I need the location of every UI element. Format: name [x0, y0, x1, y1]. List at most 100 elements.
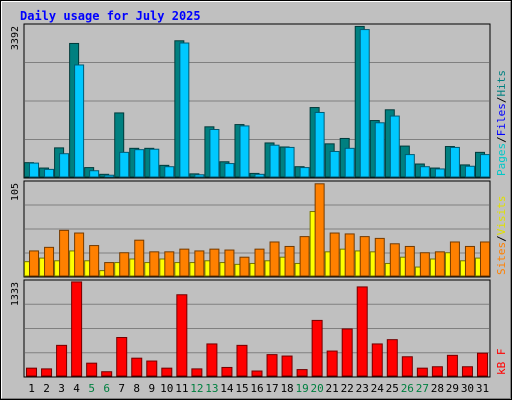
x-tick-label-day-21: 21	[326, 382, 339, 395]
bar-kb-f-day-30	[461, 366, 473, 377]
legend-label-slash: /	[495, 97, 508, 104]
y-axis-labels: 3392 105 1333	[10, 26, 21, 306]
panels-background	[23, 23, 491, 378]
x-tick-label-day-25: 25	[386, 382, 399, 395]
y-max-label-hits-files-pages: 3392	[10, 26, 21, 50]
bar-files-day-5	[89, 170, 100, 178]
bar-sites-day-5	[89, 245, 100, 277]
y-max-label-kbf: 1333	[10, 282, 21, 306]
legend-label-visits: Visits	[495, 196, 508, 236]
bar-sites-day-21	[329, 232, 340, 277]
bar-kb-f-day-1	[26, 367, 38, 377]
bar-sites-day-30	[464, 245, 475, 277]
bar-sites-day-14	[224, 249, 235, 277]
bar-files-day-28	[434, 168, 445, 178]
bar-files-day-8	[134, 149, 145, 178]
x-tick-label-day-16: 16	[250, 382, 263, 395]
bar-files-day-3	[59, 153, 70, 178]
x-tick-label-day-14: 14	[220, 382, 234, 395]
bar-kb-f-day-3	[56, 344, 68, 377]
bar-sites-day-11	[179, 248, 190, 277]
bar-sites-day-12	[194, 250, 205, 277]
x-tick-label-day-15: 15	[235, 382, 248, 395]
x-tick-label-day-8: 8	[133, 382, 140, 395]
bar-sites-day-20	[314, 183, 325, 277]
bar-sites-day-10	[164, 251, 175, 277]
x-tick-label-day-12: 12	[190, 382, 203, 395]
bar-files-day-6	[104, 174, 115, 178]
x-tick-label-day-17: 17	[265, 382, 278, 395]
bar-files-day-16	[254, 173, 265, 178]
side-legend-visits-sites: Sites/Visits	[495, 196, 508, 276]
bar-kb-f-day-17	[266, 354, 278, 377]
bar-sites-day-7	[119, 252, 130, 277]
bar-files-day-18	[284, 146, 295, 178]
bar-kb-f-day-9	[146, 360, 158, 377]
x-tick-label-day-3: 3	[58, 382, 65, 395]
x-tick-label-day-28: 28	[431, 382, 444, 395]
x-tick-label-day-22: 22	[341, 382, 354, 395]
bar-kb-f-day-27	[416, 367, 428, 377]
bar-sites-day-24	[374, 237, 385, 277]
bar-sites-day-22	[344, 233, 355, 277]
x-tick-label-day-19: 19	[295, 382, 308, 395]
legend-label-hits: Hits	[495, 70, 508, 97]
bar-kb-f-day-6	[101, 371, 113, 377]
x-tick-label-day-11: 11	[175, 382, 188, 395]
x-tick-label-day-7: 7	[118, 382, 125, 395]
bar-sites-day-1	[29, 250, 40, 277]
legend-label-files: Files	[495, 103, 508, 136]
y-max-label-visits-sites: 105	[10, 183, 21, 201]
x-tick-label-day-1: 1	[28, 382, 35, 395]
bar-kb-f-day-10	[161, 367, 173, 377]
bar-kb-f-day-14	[221, 366, 233, 377]
bar-sites-day-18	[284, 245, 295, 277]
side-legend-kbf: kB F	[495, 349, 508, 376]
bar-files-day-24	[374, 122, 385, 178]
x-tick-label-day-23: 23	[356, 382, 369, 395]
x-tick-label-day-6: 6	[103, 382, 110, 395]
chart-title: Daily usage for July 2025	[20, 9, 201, 23]
bar-kb-f-day-21	[326, 350, 338, 377]
legend-label-pages: Pages	[495, 143, 508, 176]
bar-files-day-26	[404, 154, 415, 178]
bar-files-day-23	[359, 29, 370, 178]
bar-sites-day-27	[419, 252, 430, 277]
bar-kb-f-day-5	[86, 362, 98, 377]
bar-kb-f-day-20	[311, 319, 323, 377]
bar-kb-f-day-28	[431, 366, 443, 377]
bar-sites-day-16	[254, 248, 265, 277]
bar-files-day-19	[299, 167, 310, 178]
bar-files-day-14	[224, 163, 235, 178]
x-tick-label-day-24: 24	[371, 382, 385, 395]
bar-sites-day-13	[209, 248, 220, 277]
bar-kb-f-day-16	[251, 370, 263, 377]
bar-sites-day-9	[149, 251, 160, 277]
bar-files-day-2	[44, 168, 55, 178]
x-tick-label-day-29: 29	[446, 382, 459, 395]
grid-lines	[25, 62, 489, 354]
bar-kb-f-day-25	[386, 339, 398, 377]
bar-sites-day-2	[44, 246, 55, 277]
bar-sites-day-15	[239, 256, 250, 277]
bar-sites-day-28	[434, 251, 445, 277]
x-tick-label-day-30: 30	[461, 382, 474, 395]
bar-sites-day-25	[389, 243, 400, 277]
bar-files-day-12	[194, 174, 205, 178]
bar-sites-day-23	[359, 236, 370, 277]
bar-kb-f-day-18	[281, 355, 293, 377]
bar-kb-f-day-4	[71, 281, 83, 377]
bar-files-day-20	[314, 111, 325, 178]
bar-kb-f-day-26	[401, 356, 413, 377]
bar-files-day-9	[149, 148, 160, 178]
bar-files-day-10	[164, 166, 175, 178]
x-tick-label-day-10: 10	[160, 382, 173, 395]
bar-files-day-15	[239, 125, 250, 178]
bar-kb-f-day-22	[341, 328, 353, 377]
bar-sites-day-8	[134, 239, 145, 277]
bar-kb-f-day-24	[371, 343, 383, 377]
bar-kb-f-day-7	[116, 337, 128, 377]
